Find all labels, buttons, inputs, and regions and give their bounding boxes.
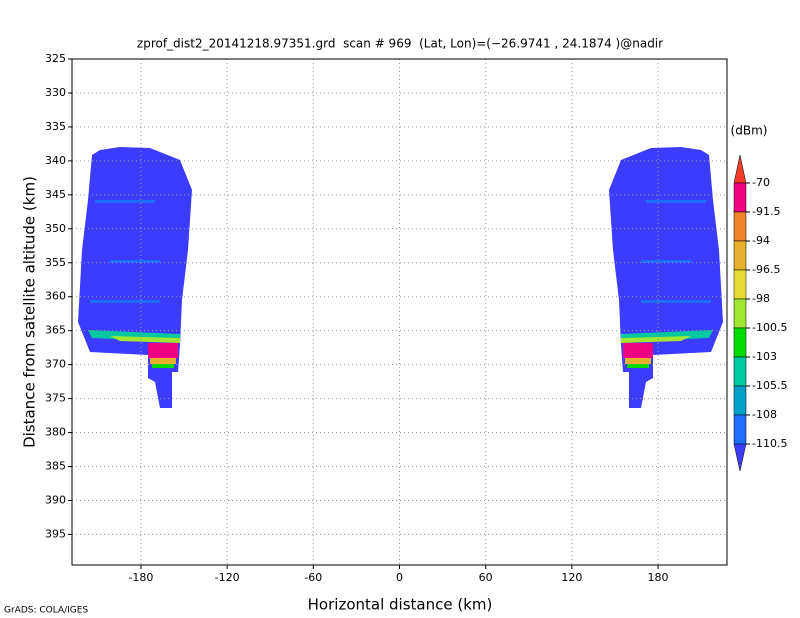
x-tick-label: -60 [304,571,322,584]
y-tick-label: 375 [45,392,66,405]
colorbar-label: -108 [752,408,777,421]
y-tick-label: 335 [45,120,66,133]
field [148,343,178,358]
field [641,260,691,263]
y-tick-label: 325 [45,52,66,65]
colorbar-segment [733,356,747,387]
footer: GrADS: COLA/IGES [4,606,88,616]
plot-frame [71,58,728,566]
colorbar-segment [733,211,747,242]
y-tick-label: 365 [45,324,66,337]
field [623,343,653,358]
colorbar-label: -103 [752,350,777,363]
colorbar-label: -100.5 [752,321,787,334]
colorbar-segment [733,385,747,416]
x-tick-label: 0 [396,571,403,584]
colorbar-label: (dBm) [731,124,768,138]
x-tick-label: 60 [479,571,493,584]
x-tick-label: -180 [128,571,153,584]
y-tick-label: 370 [45,358,66,371]
colorbar-segment [733,327,747,358]
y-tick-label: 330 [45,86,66,99]
field [621,336,691,343]
field [78,147,192,408]
y-tick-label: 345 [45,188,66,201]
field [625,358,651,364]
colorbar-segment [733,443,747,472]
colorbar-label: -110.5 [752,437,787,450]
colorbar-label: -96.5 [752,263,780,276]
colorbar-segment [733,154,747,184]
colorbar-label: -70 [752,176,770,189]
colorbar-label: -105.5 [752,379,787,392]
right-swath [609,147,723,408]
x-tick-label: 120 [561,571,582,584]
y-tick-label: 395 [45,527,66,540]
colorbar-segment [733,298,747,329]
field [641,300,711,303]
field [609,147,723,408]
x-tick-label: 180 [648,571,669,584]
y-tick-label: 340 [45,154,66,167]
colorbar-label: -91.5 [752,205,780,218]
swaths [78,147,723,408]
field [90,300,160,303]
y-axis-label: Distance from satellite altitude (km) [21,176,39,448]
field [646,200,706,203]
chart-title: zprof_dist2_20141218.97351.grd scan # 96… [137,37,663,51]
field [95,200,155,203]
colorbar-label: -98 [752,292,770,305]
y-tick-label: 360 [45,290,66,303]
colorbar-segment [733,182,747,213]
field [152,364,174,368]
field [110,260,160,263]
field [627,364,649,368]
y-tick-label: 350 [45,222,66,235]
field [150,358,176,364]
y-tick-label: 355 [45,256,66,269]
left-swath [78,147,192,408]
y-tick-label: 390 [45,493,66,506]
y-tick-label: 380 [45,426,66,439]
x-tick-label: -120 [215,571,240,584]
field [110,336,180,343]
colorbar-segment [733,240,747,271]
colorbar-segment [733,269,747,300]
y-tick-label: 385 [45,460,66,473]
colorbar-label: -94 [752,234,770,247]
colorbar-segment [733,414,747,445]
x-axis-label: Horizontal distance (km) [308,596,493,614]
